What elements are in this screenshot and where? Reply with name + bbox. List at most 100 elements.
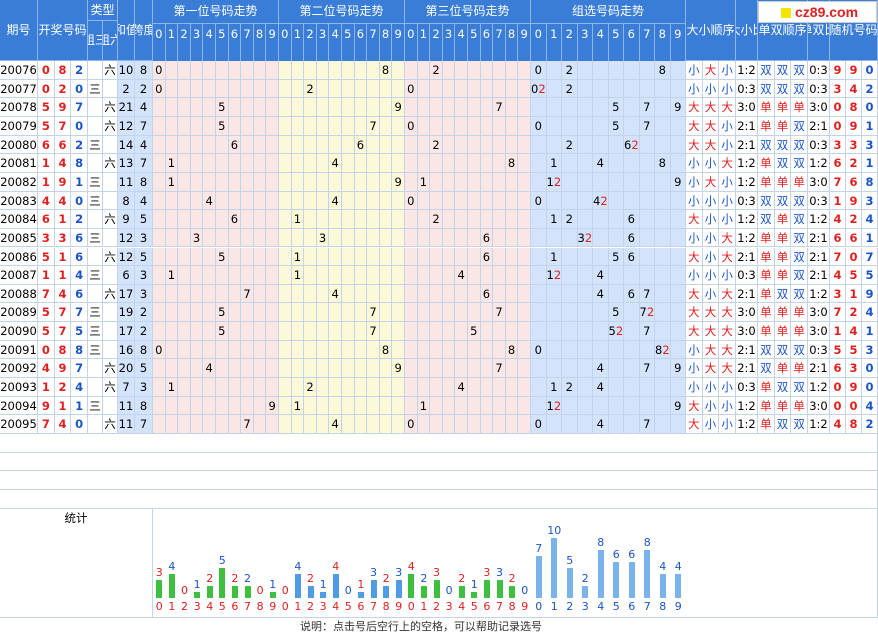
- row-combo-trend-cell[interactable]: 9: [670, 359, 686, 379]
- row-pos1-trend-cell[interactable]: [216, 266, 229, 285]
- row-pos3-trend-cell[interactable]: [442, 378, 456, 397]
- row-random-digit[interactable]: 3: [862, 191, 878, 211]
- row-combo-trend-cell[interactable]: [531, 247, 547, 267]
- row-combo-trend-cell[interactable]: [593, 247, 609, 267]
- row-pos3-trend-cell[interactable]: 8: [505, 154, 519, 173]
- row-pos2-trend-cell[interactable]: [392, 284, 405, 304]
- row-pos3-trend-cell[interactable]: [468, 98, 481, 117]
- row-pos2-trend-cell[interactable]: [304, 247, 317, 267]
- row-pos2-trend-cell[interactable]: [392, 116, 405, 136]
- row-random-digit[interactable]: 0: [846, 396, 862, 416]
- row-combo-trend-cell[interactable]: [655, 396, 671, 416]
- row-pos2-trend-cell[interactable]: [392, 154, 405, 173]
- row-pos1-trend-cell[interactable]: [253, 79, 267, 99]
- row-random-digit[interactable]: 0: [846, 247, 862, 267]
- row-pos3-trend-cell[interactable]: 2: [430, 61, 443, 80]
- row-pos1-trend-cell[interactable]: [266, 415, 279, 434]
- row-pos2-trend-cell[interactable]: [342, 98, 355, 117]
- row-pos1-trend-cell[interactable]: [266, 228, 279, 248]
- row-combo-trend-cell[interactable]: [577, 191, 593, 211]
- row-pos3-trend-cell[interactable]: [468, 415, 481, 434]
- row-pos1-trend-cell[interactable]: [203, 378, 216, 397]
- row-pos1-trend-cell[interactable]: [190, 79, 204, 99]
- row-pos1-trend-cell[interactable]: [203, 303, 216, 323]
- row-combo-trend-cell[interactable]: [655, 322, 671, 341]
- row-pos1-trend-cell[interactable]: [153, 396, 166, 416]
- row-combo-trend-cell[interactable]: [562, 396, 578, 416]
- row-combo-trend-cell[interactable]: [655, 266, 671, 285]
- row-pos3-trend-cell[interactable]: [505, 303, 519, 323]
- row-combo-trend-cell[interactable]: 62: [624, 135, 640, 155]
- row-combo-trend-cell[interactable]: [577, 396, 593, 416]
- row-pos1-trend-cell[interactable]: [228, 359, 242, 379]
- row-pos1-trend-cell[interactable]: 5: [216, 322, 229, 341]
- row-combo-trend-cell[interactable]: [608, 210, 624, 229]
- row-pos1-trend-cell[interactable]: [253, 191, 267, 211]
- row-pos1-trend-cell[interactable]: [153, 98, 166, 117]
- row-combo-trend-cell[interactable]: [562, 303, 578, 323]
- row-pos2-trend-cell[interactable]: [354, 359, 368, 379]
- row-pos1-trend-cell[interactable]: 6: [228, 135, 242, 155]
- row-combo-trend-cell[interactable]: 7: [639, 359, 655, 379]
- row-pos2-trend-cell[interactable]: [304, 191, 317, 211]
- row-pos3-trend-cell[interactable]: [518, 415, 531, 434]
- row-pos1-trend-cell[interactable]: [241, 378, 254, 397]
- row-pos2-trend-cell[interactable]: [342, 191, 355, 211]
- row-pos1-trend-cell[interactable]: [216, 340, 229, 360]
- row-pos2-trend-cell[interactable]: [291, 98, 305, 117]
- row-combo-trend-cell[interactable]: [531, 172, 547, 192]
- row-combo-trend-cell[interactable]: 0: [531, 415, 547, 434]
- row-combo-trend-cell[interactable]: 12: [546, 266, 562, 285]
- row-random-digit[interactable]: 0: [830, 396, 846, 416]
- row-combo-trend-cell[interactable]: [577, 135, 593, 155]
- row-pos2-trend-cell[interactable]: [316, 415, 330, 434]
- row-combo-trend-cell[interactable]: [670, 266, 686, 285]
- row-pos2-trend-cell[interactable]: [291, 359, 305, 379]
- row-pos1-trend-cell[interactable]: [266, 303, 279, 323]
- row-pos3-trend-cell[interactable]: 4: [455, 266, 468, 285]
- row-pos3-trend-cell[interactable]: [480, 396, 494, 416]
- row-pos2-trend-cell[interactable]: [354, 228, 368, 248]
- row-pos1-trend-cell[interactable]: [228, 396, 242, 416]
- row-combo-trend-cell[interactable]: [639, 378, 655, 397]
- row-pos1-trend-cell[interactable]: [190, 359, 204, 379]
- row-random-digit[interactable]: 9: [846, 116, 862, 136]
- row-pos3-trend-cell[interactable]: [468, 135, 481, 155]
- row-pos1-trend-cell[interactable]: [241, 303, 254, 323]
- row-pos3-trend-cell[interactable]: [480, 79, 494, 99]
- row-combo-trend-cell[interactable]: [608, 378, 624, 397]
- row-pos2-trend-cell[interactable]: [316, 359, 330, 379]
- row-pos2-trend-cell[interactable]: [354, 340, 368, 360]
- row-pos2-trend-cell[interactable]: [316, 135, 330, 155]
- row-combo-trend-cell[interactable]: [562, 98, 578, 117]
- row-pos3-trend-cell[interactable]: [518, 191, 531, 211]
- row-combo-trend-cell[interactable]: [670, 322, 686, 341]
- row-combo-trend-cell[interactable]: [639, 210, 655, 229]
- row-pos1-trend-cell[interactable]: [153, 247, 166, 267]
- row-pos3-trend-cell[interactable]: [518, 210, 531, 229]
- row-pos3-trend-cell[interactable]: [455, 154, 468, 173]
- row-pos3-trend-cell[interactable]: [417, 303, 431, 323]
- row-pos3-trend-cell[interactable]: [505, 415, 519, 434]
- row-pos1-trend-cell[interactable]: [165, 322, 179, 341]
- row-pos1-trend-cell[interactable]: [178, 284, 191, 304]
- row-pos1-trend-cell[interactable]: [203, 322, 216, 341]
- row-pos2-trend-cell[interactable]: [342, 210, 355, 229]
- row-pos1-trend-cell[interactable]: [253, 322, 267, 341]
- row-combo-trend-cell[interactable]: [624, 172, 640, 192]
- row-random-digit[interactable]: 2: [862, 79, 878, 99]
- row-pos1-trend-cell[interactable]: [253, 284, 267, 304]
- row-pos1-trend-cell[interactable]: [253, 116, 267, 136]
- blank-row[interactable]: [0, 489, 878, 509]
- row-combo-trend-cell[interactable]: 9: [670, 172, 686, 192]
- row-pos1-trend-cell[interactable]: [253, 210, 267, 229]
- row-pos3-trend-cell[interactable]: [442, 396, 456, 416]
- row-pos1-trend-cell[interactable]: [241, 210, 254, 229]
- row-pos1-trend-cell[interactable]: [241, 340, 254, 360]
- row-combo-trend-cell[interactable]: [577, 415, 593, 434]
- row-pos2-trend-cell[interactable]: [279, 284, 292, 304]
- row-pos1-trend-cell[interactable]: [165, 79, 179, 99]
- row-pos3-trend-cell[interactable]: [518, 396, 531, 416]
- row-pos2-trend-cell[interactable]: [354, 154, 368, 173]
- row-combo-trend-cell[interactable]: [608, 79, 624, 99]
